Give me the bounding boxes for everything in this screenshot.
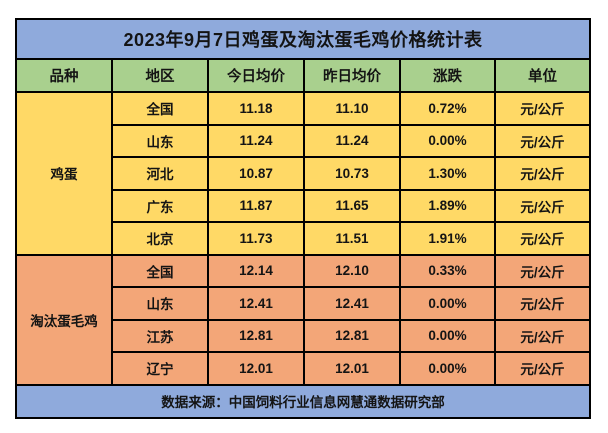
yesterday-price-cell: 12.41 [303, 286, 401, 321]
yesterday-price-cell: 11.51 [303, 221, 401, 256]
change-cell: 1.30% [399, 156, 496, 191]
table-row: 江苏 12.81 12.81 0.00% 元/公斤 [16, 318, 592, 353]
change-cell: 0.00% [399, 318, 496, 353]
region-cell: 河北 [111, 156, 209, 191]
column-header-region: 地区 [111, 58, 209, 93]
region-cell: 广东 [111, 188, 209, 223]
today-price-cell: 11.18 [207, 91, 305, 126]
variety-cell-culled-chicken: 淘汰蛋毛鸡 [15, 253, 113, 386]
change-cell: 0.72% [399, 91, 496, 126]
today-price-cell: 10.87 [207, 156, 305, 191]
table-title-row: 2023年9月7日鸡蛋及淘汰蛋毛鸡价格统计表 [14, 18, 592, 60]
region-cell: 山东 [111, 123, 209, 158]
today-price-cell: 11.87 [207, 188, 305, 223]
yesterday-price-cell: 10.73 [303, 156, 401, 191]
region-cell: 全国 [111, 91, 209, 126]
column-header-variety: 品种 [15, 58, 113, 93]
yesterday-price-cell: 11.24 [303, 123, 401, 158]
region-cell: 辽宁 [111, 351, 209, 386]
data-source-text: 数据来源：中国饲料行业信息网慧通数据研究部 [14, 383, 592, 419]
yesterday-price-cell: 11.10 [303, 91, 401, 126]
change-cell: 1.91% [399, 221, 496, 256]
table-row: 山东 12.41 12.41 0.00% 元/公斤 [16, 286, 592, 321]
change-cell: 1.89% [399, 188, 496, 223]
yesterday-price-cell: 11.65 [303, 188, 401, 223]
change-cell: 0.33% [399, 253, 496, 288]
region-cell: 全国 [111, 253, 209, 288]
table-row: 北京 11.73 11.51 1.91% 元/公斤 [16, 221, 592, 256]
price-statistics-table: 2023年9月7日鸡蛋及淘汰蛋毛鸡价格统计表 品种 地区 今日均价 昨日均价 涨… [14, 18, 592, 419]
table-row: 淘汰蛋毛鸡 全国 12.14 12.10 0.33% 元/公斤 [15, 253, 592, 386]
table-footer-row: 数据来源：中国饲料行业信息网慧通数据研究部 [14, 383, 592, 419]
column-header-unit: 单位 [493, 58, 592, 93]
table-row: 山东 11.24 11.24 0.00% 元/公斤 [16, 123, 592, 158]
today-price-cell: 11.73 [207, 221, 305, 256]
column-header-change: 涨跌 [399, 58, 496, 93]
table-row: 河北 10.87 10.73 1.30% 元/公斤 [16, 156, 592, 191]
region-cell: 北京 [111, 221, 209, 256]
region-cell: 江苏 [111, 318, 209, 353]
region-cell: 山东 [111, 286, 209, 321]
today-price-cell: 12.14 [207, 253, 305, 288]
yesterday-price-cell: 12.01 [303, 351, 401, 386]
table-row: 鸡蛋 全国 11.18 11.10 0.72% 元/公斤 [15, 91, 592, 256]
variety-cell-egg: 鸡蛋 [15, 91, 113, 256]
today-price-cell: 12.41 [207, 286, 305, 321]
unit-cell: 元/公斤 [493, 123, 592, 158]
unit-cell: 元/公斤 [493, 286, 592, 321]
column-header-today: 今日均价 [207, 58, 305, 93]
unit-cell: 元/公斤 [493, 351, 592, 386]
today-price-cell: 12.01 [207, 351, 305, 386]
unit-cell: 元/公斤 [493, 318, 592, 353]
today-price-cell: 11.24 [207, 123, 305, 158]
yesterday-price-cell: 12.10 [303, 253, 401, 288]
table-title: 2023年9月7日鸡蛋及淘汰蛋毛鸡价格统计表 [14, 18, 592, 60]
today-price-cell: 12.81 [207, 318, 305, 353]
unit-cell: 元/公斤 [493, 221, 592, 256]
column-header-yesterday: 昨日均价 [303, 58, 401, 93]
unit-cell: 元/公斤 [493, 188, 592, 223]
table-row: 广东 11.87 11.65 1.89% 元/公斤 [16, 188, 592, 223]
change-cell: 0.00% [399, 286, 496, 321]
table-row: 辽宁 12.01 12.01 0.00% 元/公斤 [16, 351, 592, 386]
unit-cell: 元/公斤 [493, 91, 592, 126]
unit-cell: 元/公斤 [493, 156, 592, 191]
table-header-row: 品种 地区 今日均价 昨日均价 涨跌 单位 [15, 58, 592, 93]
change-cell: 0.00% [399, 351, 496, 386]
change-cell: 0.00% [399, 123, 496, 158]
yesterday-price-cell: 12.81 [303, 318, 401, 353]
unit-cell: 元/公斤 [493, 253, 592, 288]
